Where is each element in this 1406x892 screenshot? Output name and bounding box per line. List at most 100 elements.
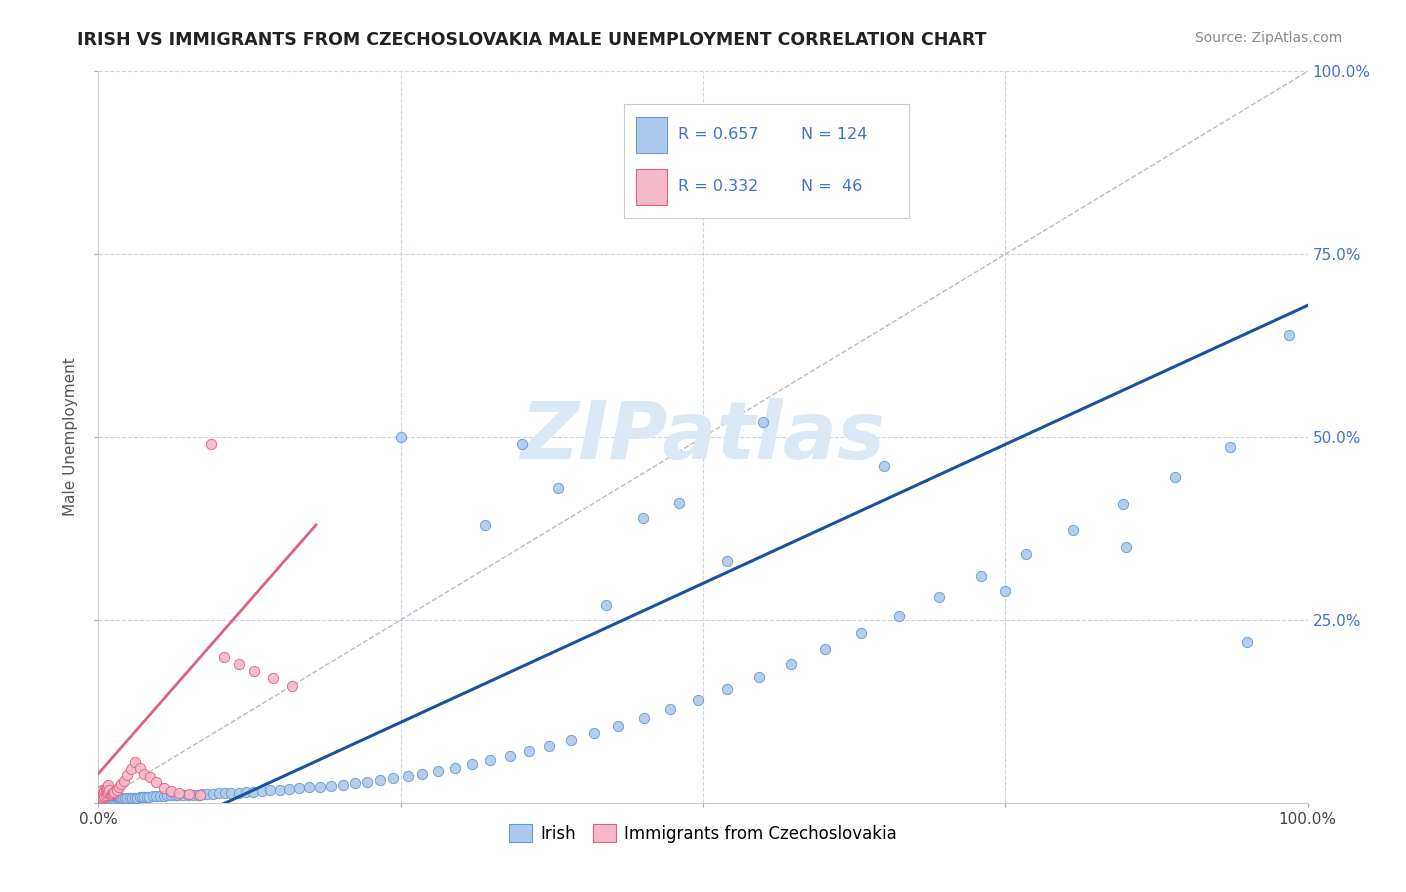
Point xyxy=(103,785,125,799)
Point xyxy=(444,761,467,775)
Point xyxy=(595,599,617,613)
Point xyxy=(134,789,156,804)
Point xyxy=(200,437,222,451)
Point xyxy=(127,790,149,805)
Point xyxy=(96,792,118,806)
Point xyxy=(583,726,606,740)
Point xyxy=(117,790,139,805)
Point xyxy=(105,791,128,805)
Point xyxy=(368,773,391,788)
Point xyxy=(169,786,191,800)
Point xyxy=(1115,540,1137,554)
Point xyxy=(221,786,243,800)
Point xyxy=(145,789,167,804)
Point xyxy=(107,792,129,806)
Point xyxy=(659,702,682,716)
Point xyxy=(259,783,281,797)
Point xyxy=(142,789,165,804)
Point xyxy=(97,778,120,792)
Legend: Irish, Immigrants from Czechoslovakia: Irish, Immigrants from Czechoslovakia xyxy=(502,818,904,849)
Point xyxy=(100,792,122,806)
Point xyxy=(461,757,484,772)
Point xyxy=(100,791,122,805)
Point xyxy=(269,782,291,797)
Point xyxy=(163,789,186,803)
Point xyxy=(716,681,738,696)
Point xyxy=(195,787,218,801)
Point xyxy=(278,781,301,796)
Point xyxy=(607,719,630,733)
Point xyxy=(228,657,250,671)
Point xyxy=(332,778,354,792)
Point xyxy=(510,437,533,451)
Point xyxy=(560,732,582,747)
Point xyxy=(131,789,153,804)
Point xyxy=(100,787,122,801)
Point xyxy=(152,781,174,796)
Point xyxy=(89,792,111,806)
Point xyxy=(101,786,124,800)
Point xyxy=(103,791,125,805)
Point xyxy=(108,791,131,805)
Point xyxy=(411,766,433,780)
Point xyxy=(120,762,142,776)
Point xyxy=(1163,469,1185,483)
Point xyxy=(97,791,120,805)
Point xyxy=(242,785,264,799)
Point xyxy=(112,773,135,788)
Point xyxy=(93,793,115,807)
Point xyxy=(91,794,114,808)
Point xyxy=(928,590,950,604)
Point xyxy=(382,771,405,785)
Point xyxy=(160,784,183,798)
Point xyxy=(91,793,114,807)
Point xyxy=(98,792,121,806)
Point xyxy=(97,785,120,799)
Point xyxy=(633,711,655,725)
Point xyxy=(98,783,121,797)
Point xyxy=(202,787,225,801)
Point xyxy=(814,642,837,657)
Point xyxy=(89,794,111,808)
Point xyxy=(160,789,183,803)
Point xyxy=(90,793,112,807)
Point xyxy=(93,789,115,804)
Point xyxy=(308,780,330,794)
Point xyxy=(668,496,690,510)
Point xyxy=(156,789,179,803)
Point xyxy=(96,791,118,805)
Point xyxy=(547,481,569,495)
Point xyxy=(748,670,770,684)
Point xyxy=(214,786,236,800)
Point xyxy=(970,569,993,583)
Point xyxy=(1062,523,1084,537)
Point xyxy=(780,657,803,671)
Point xyxy=(91,791,114,805)
Point xyxy=(1278,327,1301,342)
Point xyxy=(152,789,174,804)
Point xyxy=(188,788,211,802)
Point xyxy=(114,791,136,805)
Point xyxy=(139,770,162,784)
Point xyxy=(427,764,450,778)
Point xyxy=(91,787,114,801)
Point xyxy=(716,554,738,568)
Point xyxy=(110,790,132,805)
Point xyxy=(93,791,115,805)
Text: Source: ZipAtlas.com: Source: ZipAtlas.com xyxy=(1195,31,1343,45)
Point xyxy=(228,786,250,800)
Y-axis label: Male Unemployment: Male Unemployment xyxy=(63,358,79,516)
Point xyxy=(851,626,873,640)
Point xyxy=(187,788,209,802)
Point xyxy=(208,786,231,800)
Point xyxy=(100,789,122,803)
Point xyxy=(134,766,156,780)
Point xyxy=(93,784,115,798)
Point xyxy=(91,793,114,807)
Point xyxy=(191,787,214,801)
Point xyxy=(179,787,201,801)
Point xyxy=(121,790,143,805)
Point xyxy=(538,739,561,753)
Point xyxy=(1111,497,1133,511)
Point xyxy=(98,791,121,805)
